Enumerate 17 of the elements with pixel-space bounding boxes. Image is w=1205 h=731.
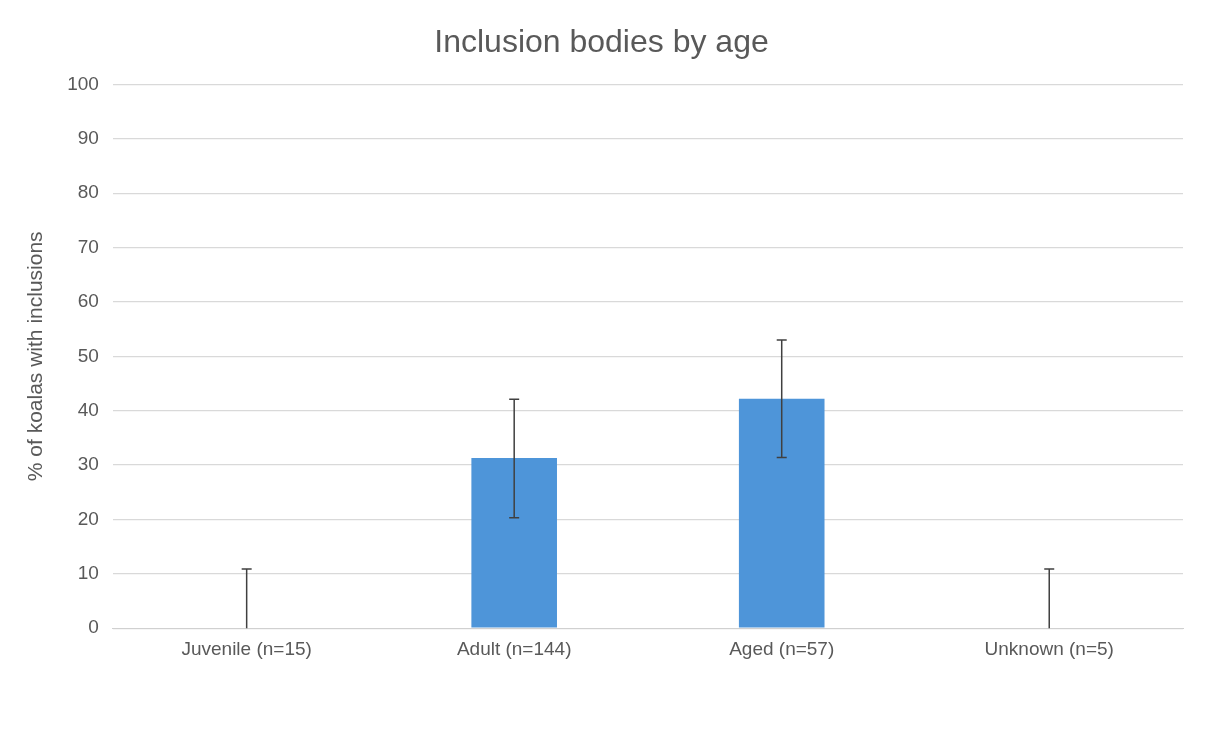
chart-title: Inclusion bodies by age [434,23,769,60]
y-tick-label: 90 [77,127,99,149]
y-tick-label: 100 [67,72,99,94]
y-tick-label: 30 [77,453,99,475]
x-tick-label: Aged (n=57) [729,637,835,659]
y-tick-label: 0 [88,616,99,638]
x-tick-label: Juvenile (n=15) [181,637,312,659]
x-tick-label: Unknown (n=5) [984,637,1114,659]
y-tick-label: 60 [77,290,99,312]
y-tick-label: 50 [77,344,99,366]
y-tick-label: 20 [77,507,99,529]
y-axis-title: % of koalas with inclusions [23,231,47,482]
y-tick-label: 70 [77,235,99,257]
y-tick-label: 40 [77,398,99,420]
y-tick-label: 10 [77,562,99,584]
y-tick-label: 80 [77,181,99,203]
x-tick-label: Adult (n=144) [456,637,572,659]
